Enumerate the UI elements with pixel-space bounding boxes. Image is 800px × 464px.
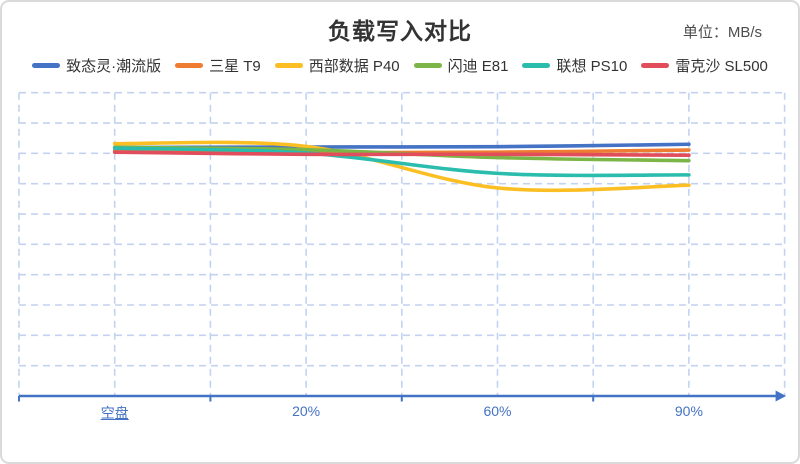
legend-item-6[interactable]: 雷克沙 SL500: [641, 55, 768, 76]
unit-label: 单位：MB/s: [682, 24, 762, 41]
legend-item-2[interactable]: 三星 T9: [175, 55, 261, 76]
series-line-6: [112, 150, 691, 157]
legend-label: 闪迪 E81: [447, 57, 509, 75]
legend-marker-icon: [274, 62, 303, 68]
legend-marker-icon: [175, 62, 204, 68]
legend-marker-icon: [522, 62, 551, 68]
x-axis: [18, 394, 777, 402]
legend-item-4[interactable]: 闪迪 E81: [413, 55, 509, 76]
legend-label: 联想 PS10: [556, 57, 628, 75]
x-axis-arrow-icon: [775, 390, 787, 402]
grid-lines: [18, 91, 786, 396]
legend-item-5[interactable]: 联想 PS10: [522, 55, 627, 76]
legend-item-1[interactable]: 致态灵·潮流版: [32, 55, 161, 76]
legend: 致态灵·潮流版 三星 T9 西部数据 P40 闪迪 E81 联想 PS10 雷克沙 SL5…: [2, 54, 798, 76]
legend-marker-icon: [641, 62, 670, 68]
legend-marker-icon: [32, 62, 61, 68]
series-line-5: [112, 146, 691, 178]
legend-label: 三星 T9: [209, 57, 261, 75]
series-line-3: [112, 140, 691, 193]
chart-title: 负载写入对比: [328, 18, 472, 44]
legend-item-3[interactable]: 西部数据 P40: [274, 55, 400, 76]
legend-label: 雷克沙 SL500: [675, 57, 768, 75]
legend-label: 致态灵·潮流版: [66, 57, 162, 75]
legend-label: 西部数据 P40: [308, 57, 400, 75]
legend-marker-icon: [413, 62, 442, 68]
